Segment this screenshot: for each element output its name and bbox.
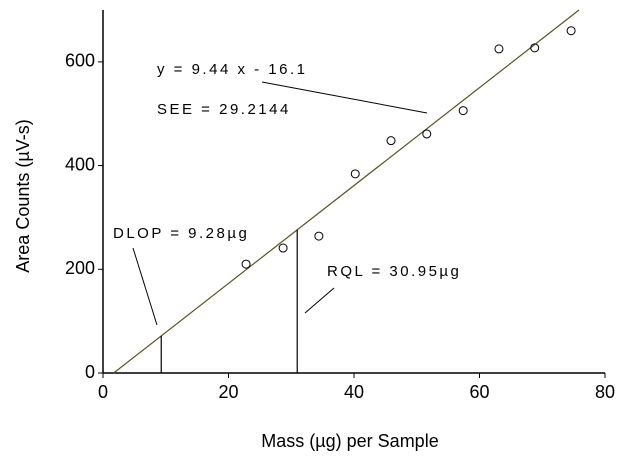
see-label: SEE = 29.2144	[157, 101, 291, 118]
leader-line	[261, 81, 428, 114]
data-point	[241, 259, 251, 269]
x-tick-label: 40	[344, 382, 364, 402]
x-tick-label: 80	[595, 382, 615, 402]
data-point	[494, 44, 504, 54]
x-axis-title: Mass (µg) per Sample	[261, 431, 438, 451]
y-axis-title: Area Counts (µV-s)	[13, 119, 33, 272]
data-point	[458, 106, 468, 116]
data-point	[422, 129, 432, 139]
data-point	[278, 243, 288, 253]
y-tick-label: 400	[65, 154, 95, 174]
data-point	[314, 231, 324, 241]
y-tick-label: 0	[85, 362, 95, 382]
leader-line	[304, 287, 335, 314]
data-point	[350, 169, 360, 179]
y-tick-label: 600	[65, 51, 95, 71]
leader-line	[132, 247, 158, 326]
data-point	[566, 26, 576, 36]
data-point	[386, 136, 396, 146]
x-tick-label: 20	[218, 382, 238, 402]
data-point	[530, 43, 540, 53]
dlop-label: DLOP = 9.28µg	[113, 225, 249, 242]
rql-label: RQL = 30.95µg	[327, 263, 461, 280]
x-tick-label: 0	[98, 382, 108, 402]
fit-equation: y = 9.44 x - 16.1	[157, 61, 307, 78]
fit-line	[113, 9, 580, 374]
x-tick-label: 60	[469, 382, 489, 402]
y-tick-label: 200	[65, 258, 95, 278]
